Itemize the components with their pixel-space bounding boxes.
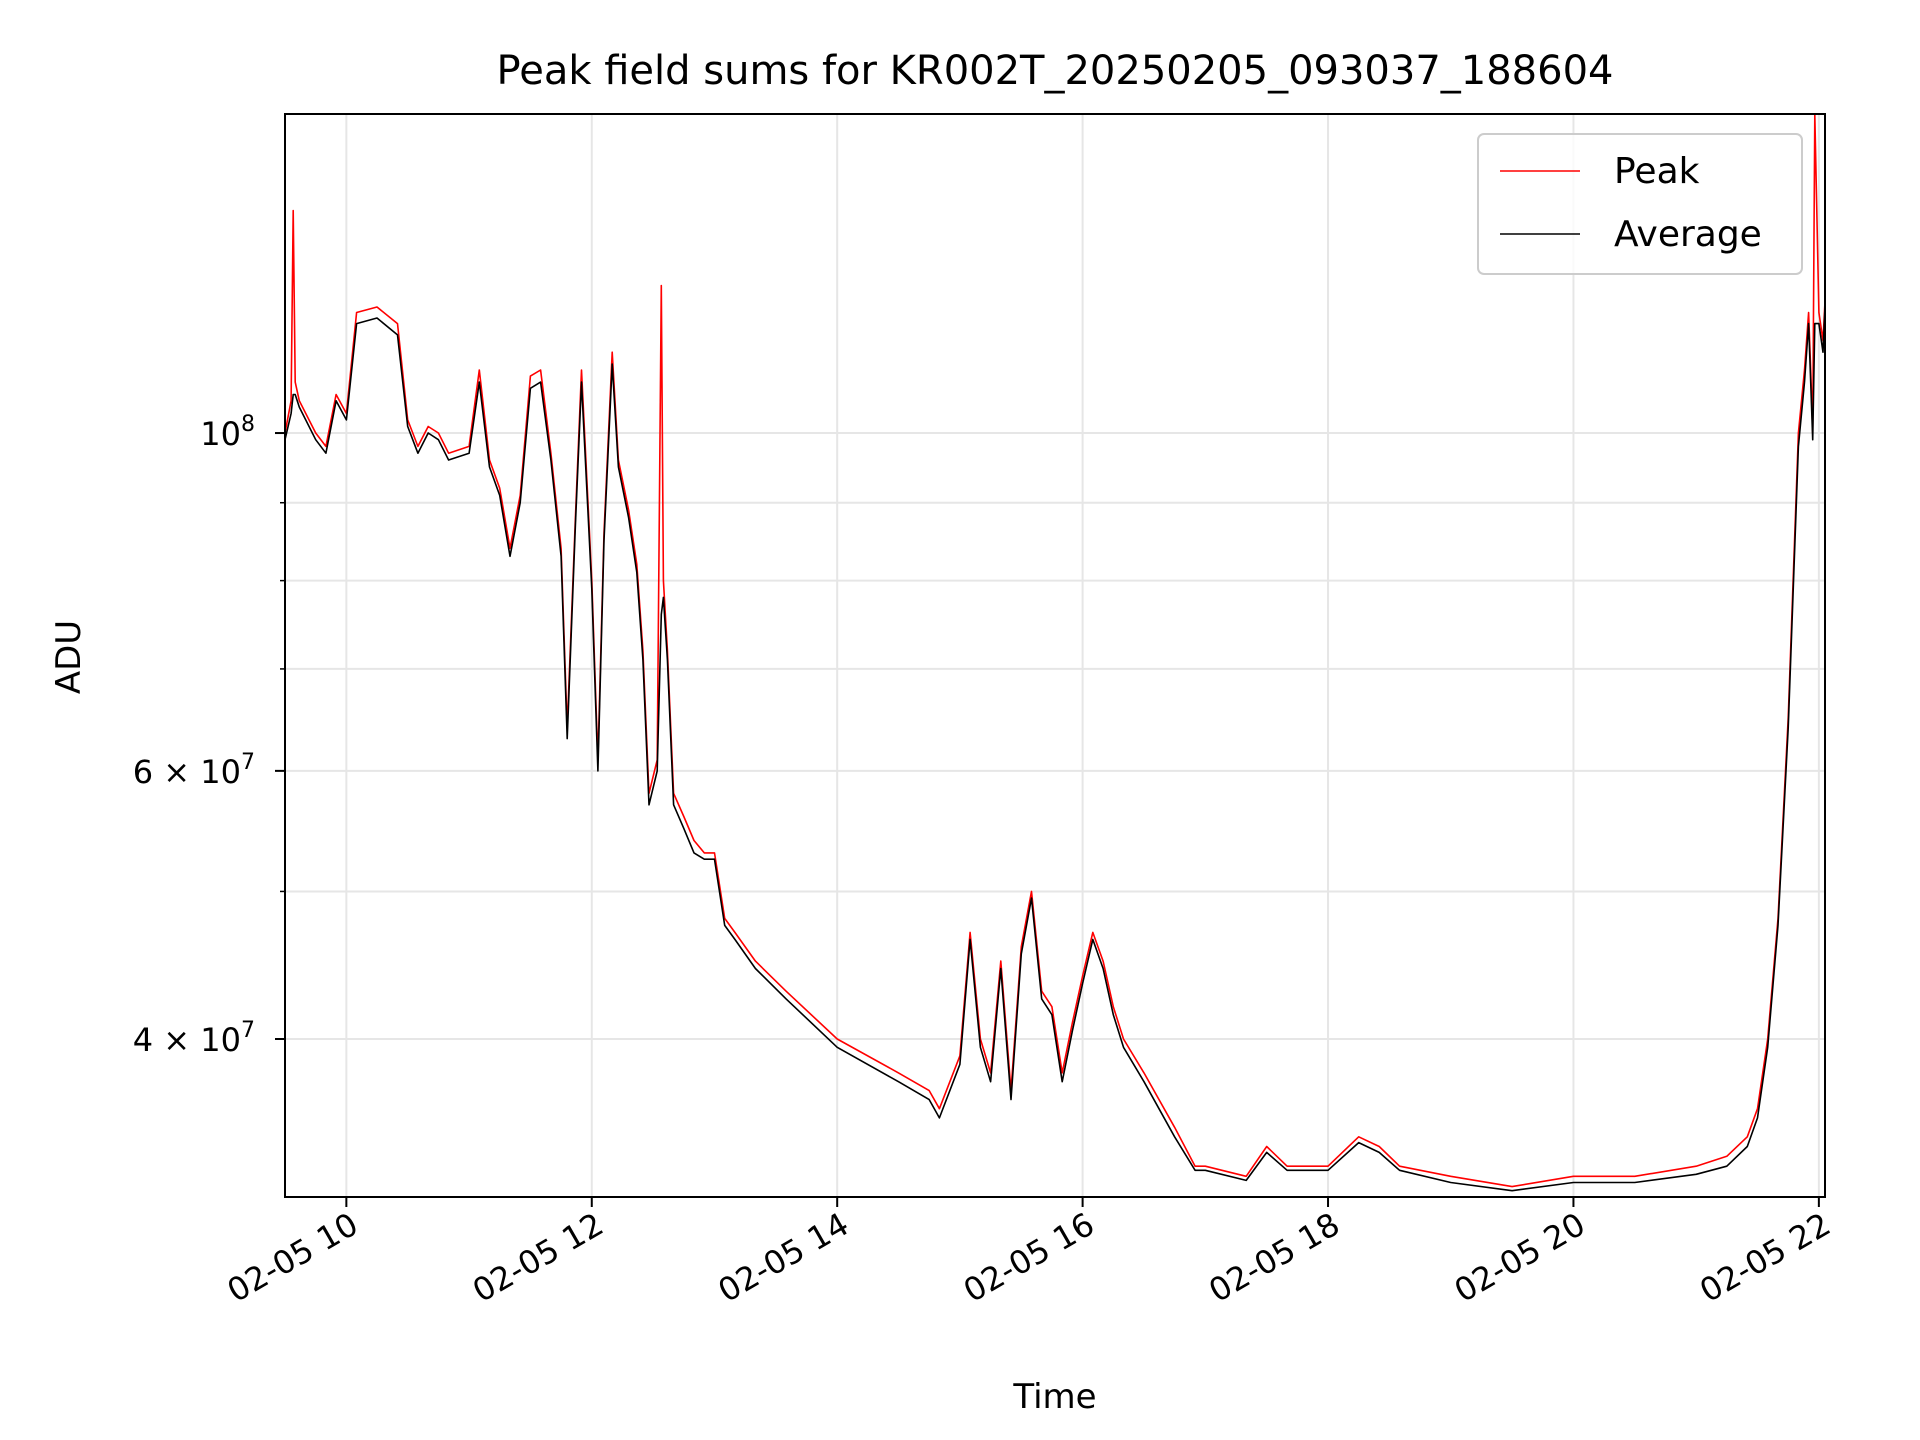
y-tick-times-sign: × <box>153 753 200 791</box>
y-tick-label: 4 × 107 <box>133 1018 255 1059</box>
y-tick-exponent: 7 <box>241 1018 255 1043</box>
y-tick-base: 10 <box>200 415 241 453</box>
x-tick-label: 02-05 18 <box>1202 1205 1346 1310</box>
y-tick-base: 10 <box>200 753 241 791</box>
x-tick-label: 02-05 20 <box>1448 1205 1592 1310</box>
legend: Peak Average <box>1477 133 1803 275</box>
plot-frame <box>284 113 1826 1198</box>
x-tick-label: 02-05 10 <box>221 1205 365 1310</box>
y-tick-base: 10 <box>200 1021 241 1059</box>
legend-label-average: Average <box>1614 214 1762 255</box>
legend-label-peak: Peak <box>1614 151 1700 192</box>
x-tick-label: 02-05 14 <box>712 1205 856 1310</box>
y-tick-exponent: 7 <box>241 750 255 775</box>
series-line-average <box>284 306 1826 1192</box>
x-tick-label: 02-05 22 <box>1693 1205 1837 1310</box>
legend-box <box>1477 133 1803 275</box>
y-tick-mantissa: 4 <box>133 1021 153 1059</box>
y-tick-mantissa: 6 <box>133 753 153 791</box>
chart-title: Peak field sums for KR002T_20250205_0930… <box>497 48 1614 94</box>
x-tick-label: 02-05 16 <box>957 1205 1101 1310</box>
y-tick-label: 108 <box>200 412 255 453</box>
x-axis-label: Time <box>1012 1377 1096 1417</box>
series-line-peak <box>284 113 1826 1188</box>
y-tick-times-sign: × <box>153 1021 200 1059</box>
y-axis-label: ADU <box>49 620 89 694</box>
grid <box>285 114 1825 1197</box>
series-layer <box>284 113 1826 1192</box>
y-tick-label: 6 × 107 <box>133 750 255 791</box>
x-axis: 02-05 10 02-05 12 02-05 14 02-05 16 02-05 18… <box>221 1197 1837 1310</box>
x-tick-label: 02-05 12 <box>466 1205 610 1310</box>
y-tick-exponent: 8 <box>241 412 255 437</box>
